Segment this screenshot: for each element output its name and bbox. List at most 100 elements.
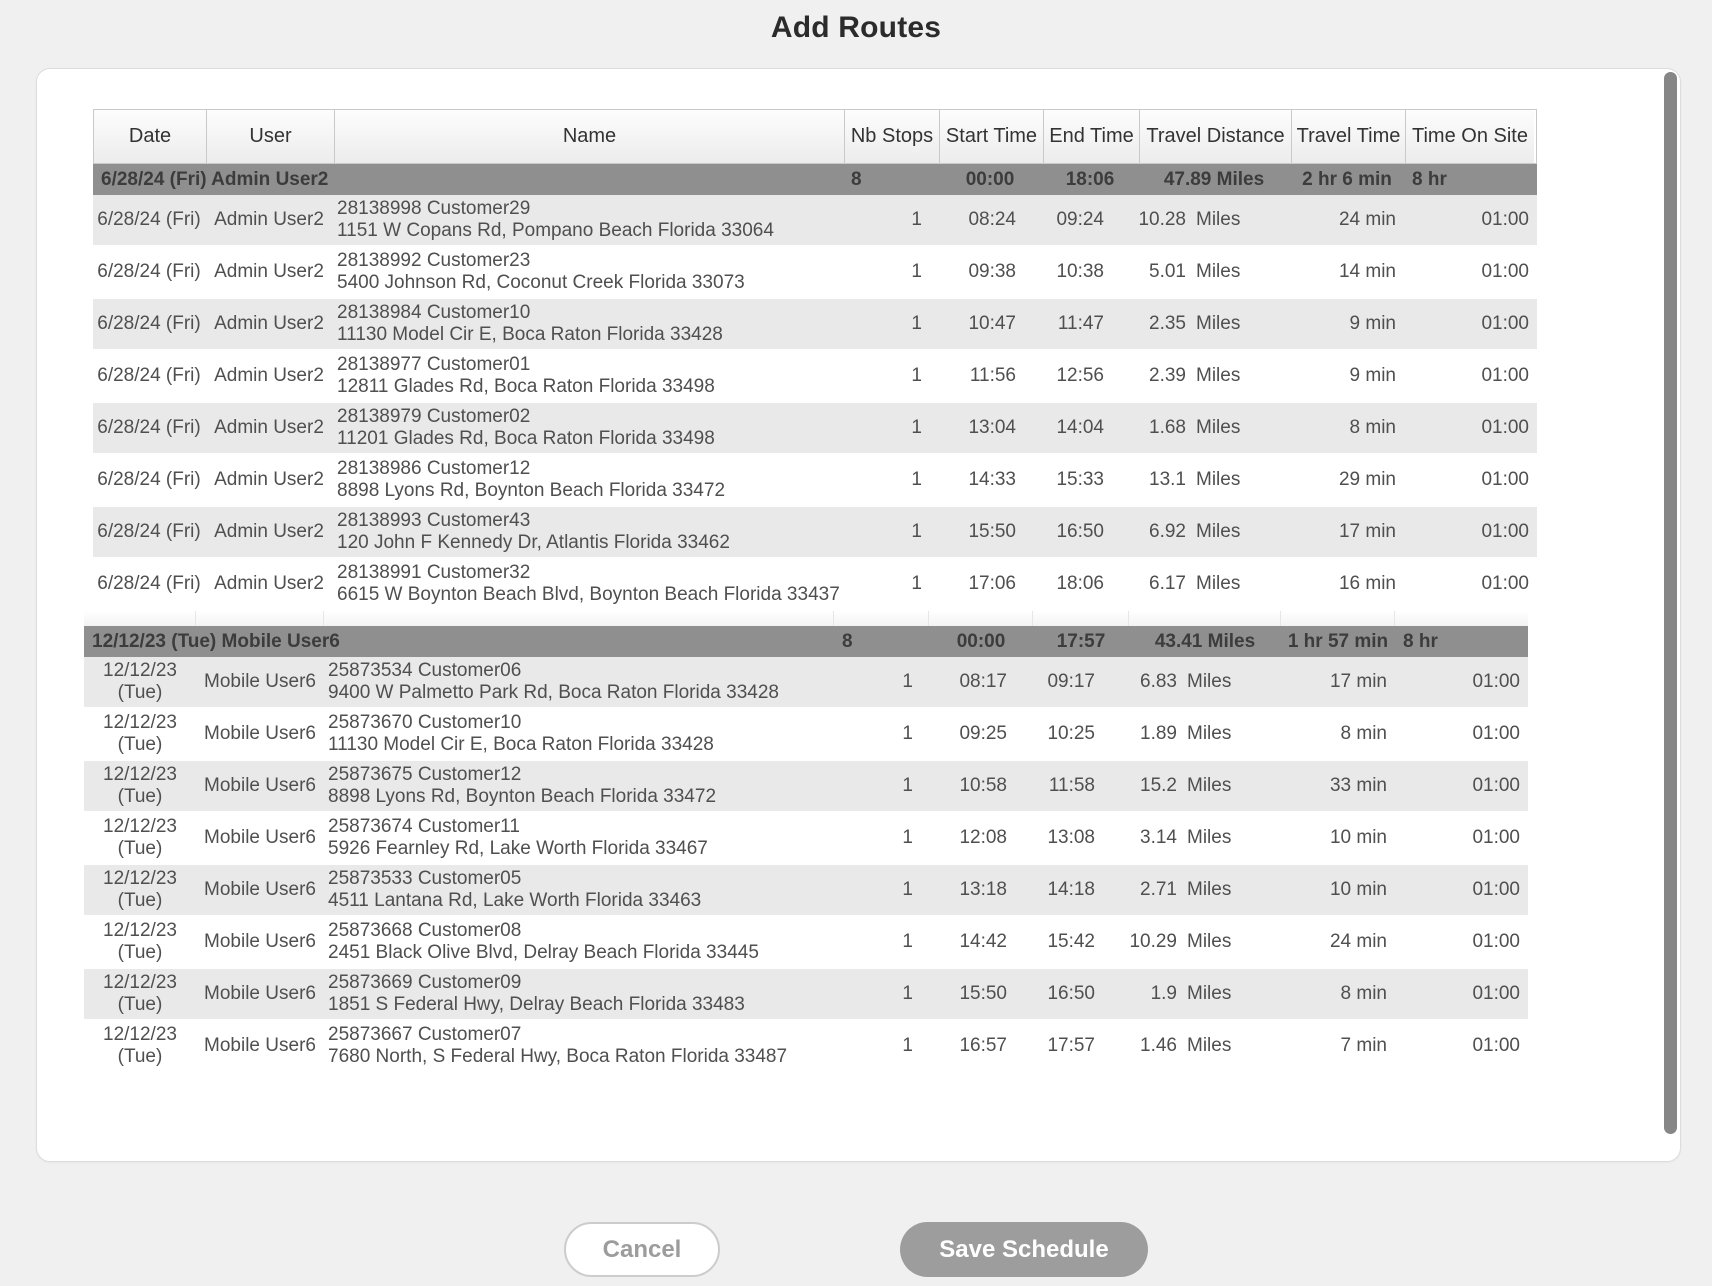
route-travel-distance: 1.46 Miles bbox=[1129, 1035, 1281, 1057]
column-header-stops: Nb Stops bbox=[844, 110, 939, 163]
route-name-address: 28138977 Customer01 12811 Glades Rd, Boca… bbox=[333, 354, 843, 398]
route-name-address: 25873533 Customer05 4511 Lantana Rd, Lake… bbox=[324, 868, 834, 912]
route-name-address: 28138986 Customer12 8898 Lyons Rd, Boynto… bbox=[333, 458, 843, 502]
route-row[interactable]: 12/12/23 (Tue) Mobile User6 25873534 Custo… bbox=[84, 657, 1528, 709]
route-travel-time: 24 min bbox=[1338, 209, 1396, 230]
route-row[interactable]: 6/28/24 (Fri) Admin User2 28138977 Custome… bbox=[93, 351, 1537, 403]
route-user: Mobile User6 bbox=[204, 983, 316, 1004]
vertical-scrollbar[interactable] bbox=[1664, 72, 1677, 1134]
route-row[interactable]: 6/28/24 (Fri) Admin User2 28138998 Custome… bbox=[93, 195, 1537, 247]
distance-unit: Miles bbox=[1187, 1035, 1232, 1056]
distance-unit: Miles bbox=[1196, 261, 1241, 282]
route-time-on-site: 01:00 bbox=[1472, 931, 1520, 952]
route-travel-distance: 2.35 Miles bbox=[1138, 313, 1290, 335]
group-end-time: 18:06 bbox=[1065, 168, 1115, 190]
spacer-cell bbox=[1395, 611, 1524, 626]
group-date-user-label: 6/28/24 (Fri) Admin User2 bbox=[101, 168, 329, 190]
route-group-header[interactable]: 6/28/24 (Fri) Admin User2 8 00:00 18:06 47.8… bbox=[93, 164, 1537, 195]
route-customer-id-name: 28138979 Customer02 bbox=[337, 406, 531, 427]
route-row[interactable]: 12/12/23 (Tue) Mobile User6 25873669 Custo… bbox=[84, 969, 1528, 1021]
route-travel-time: 8 min bbox=[1340, 723, 1387, 744]
route-row[interactable]: 6/28/24 (Fri) Admin User2 28138986 Custome… bbox=[93, 455, 1537, 507]
distance-unit: Miles bbox=[1187, 775, 1232, 796]
route-travel-time: 17 min bbox=[1338, 521, 1396, 542]
route-time-on-site: 01:00 bbox=[1472, 827, 1520, 848]
route-row[interactable]: 12/12/23 (Tue) Mobile User6 25873675 Custo… bbox=[84, 761, 1528, 813]
column-header-name: Name bbox=[334, 110, 844, 163]
route-travel-distance: 6.17 Miles bbox=[1138, 573, 1290, 595]
route-time-on-site: 01:00 bbox=[1481, 573, 1529, 594]
route-row[interactable]: 12/12/23 (Tue) Mobile User6 25873670 Custo… bbox=[84, 709, 1528, 761]
route-address: 2451 Black Olive Blvd, Delray Beach Flor… bbox=[328, 942, 759, 963]
route-time-on-site: 01:00 bbox=[1472, 723, 1520, 744]
distance-value: 3.14 bbox=[1140, 827, 1177, 848]
route-travel-time: 8 min bbox=[1349, 417, 1396, 438]
route-name-address: 28138998 Customer29 1151 W Copans Rd, Pom… bbox=[333, 198, 843, 242]
route-row[interactable]: 12/12/23 (Tue) Mobile User6 25873533 Custo… bbox=[84, 865, 1528, 917]
cancel-button[interactable]: Cancel bbox=[564, 1222, 720, 1277]
route-nb-stops: 1 bbox=[902, 671, 913, 692]
route-row[interactable]: 12/12/23 (Tue) Mobile User6 25873668 Custo… bbox=[84, 917, 1528, 969]
route-user: Admin User2 bbox=[214, 313, 324, 334]
route-row[interactable]: 6/28/24 (Fri) Admin User2 28138991 Custome… bbox=[93, 559, 1537, 611]
route-customer-id-name: 28138984 Customer10 bbox=[337, 302, 531, 323]
route-nb-stops: 1 bbox=[902, 879, 913, 900]
route-start-time: 16:57 bbox=[959, 1035, 1007, 1056]
route-start-time: 11:56 bbox=[969, 365, 1016, 386]
distance-unit: Miles bbox=[1187, 827, 1232, 848]
route-travel-distance: 3.14 Miles bbox=[1129, 827, 1281, 849]
route-address: 4511 Lantana Rd, Lake Worth Florida 3346… bbox=[328, 890, 702, 911]
route-travel-distance: 15.2 Miles bbox=[1129, 775, 1281, 797]
distance-unit: Miles bbox=[1187, 983, 1232, 1004]
route-customer-id-name: 25873534 Customer06 bbox=[328, 660, 522, 681]
route-address: 1151 W Copans Rd, Pompano Beach Florida … bbox=[337, 220, 774, 241]
spacer-cell bbox=[1129, 611, 1281, 626]
route-start-time: 13:04 bbox=[968, 417, 1016, 438]
route-user: Admin User2 bbox=[214, 573, 324, 594]
save-schedule-button[interactable]: Save Schedule bbox=[900, 1222, 1148, 1277]
route-group-header[interactable]: 12/12/23 (Tue) Mobile User6 8 00:00 17:57 43… bbox=[84, 626, 1528, 657]
route-nb-stops: 1 bbox=[902, 931, 913, 952]
distance-unit: Miles bbox=[1196, 313, 1241, 334]
route-user: Admin User2 bbox=[214, 365, 324, 386]
route-row[interactable]: 6/28/24 (Fri) Admin User2 28138979 Custome… bbox=[93, 403, 1537, 455]
route-address: 1851 S Federal Hwy, Delray Beach Florida… bbox=[328, 994, 745, 1015]
route-address: 9400 W Palmetto Park Rd, Boca Raton Flor… bbox=[328, 682, 779, 703]
routes-table-viewport: Date User Name Nb Stops Start Time End Time Tr… bbox=[37, 109, 1637, 1084]
route-travel-distance: 5.01 Miles bbox=[1138, 261, 1290, 283]
route-user: Mobile User6 bbox=[204, 879, 316, 900]
column-header-date: Date bbox=[94, 110, 206, 163]
route-end-time: 16:50 bbox=[1047, 983, 1095, 1004]
route-time-on-site: 01:00 bbox=[1481, 417, 1529, 438]
route-end-time: 14:04 bbox=[1056, 417, 1104, 438]
routes-panel: Date User Name Nb Stops Start Time End Time Tr… bbox=[36, 68, 1681, 1162]
route-row[interactable]: 12/12/23 (Tue) Mobile User6 25873674 Custo… bbox=[84, 813, 1528, 865]
route-row[interactable]: 6/28/24 (Fri) Admin User2 28138993 Custome… bbox=[93, 507, 1537, 559]
route-user: Admin User2 bbox=[214, 209, 324, 230]
route-row[interactable]: 6/28/24 (Fri) Admin User2 28138984 Custome… bbox=[93, 299, 1537, 351]
route-start-time: 10:58 bbox=[959, 775, 1007, 796]
route-date: 6/28/24 (Fri) bbox=[97, 521, 201, 542]
route-address: 5926 Fearnley Rd, Lake Worth Florida 334… bbox=[328, 838, 708, 859]
route-customer-id-name: 25873675 Customer12 bbox=[328, 764, 522, 785]
route-travel-time: 10 min bbox=[1329, 827, 1387, 848]
route-user: Admin User2 bbox=[214, 417, 324, 438]
route-user: Admin User2 bbox=[214, 261, 324, 282]
route-date: 6/28/24 (Fri) bbox=[97, 469, 201, 490]
route-address: 8898 Lyons Rd, Boynton Beach Florida 334… bbox=[337, 480, 726, 501]
route-name-address: 25873669 Customer09 1851 S Federal Hwy, D… bbox=[324, 972, 834, 1016]
route-date: 12/12/23 (Tue) bbox=[103, 1024, 177, 1067]
group-end-time: 17:57 bbox=[1056, 630, 1106, 652]
distance-unit: Miles bbox=[1196, 365, 1241, 386]
spacer-cell bbox=[196, 611, 324, 626]
route-customer-id-name: 28138998 Customer29 bbox=[337, 198, 531, 219]
spacer-cell bbox=[324, 611, 834, 626]
route-name-address: 25873674 Customer11 5926 Fearnley Rd, Lak… bbox=[324, 816, 834, 860]
route-date: 12/12/23 (Tue) bbox=[103, 764, 177, 807]
route-date: 6/28/24 (Fri) bbox=[97, 365, 201, 386]
route-end-time: 09:24 bbox=[1056, 209, 1104, 230]
route-row[interactable]: 12/12/23 (Tue) Mobile User6 25873667 Custo… bbox=[84, 1021, 1528, 1073]
route-row[interactable]: 6/28/24 (Fri) Admin User2 28138992 Custome… bbox=[93, 247, 1537, 299]
route-date: 6/28/24 (Fri) bbox=[97, 573, 201, 594]
route-start-time: 08:17 bbox=[959, 671, 1007, 692]
